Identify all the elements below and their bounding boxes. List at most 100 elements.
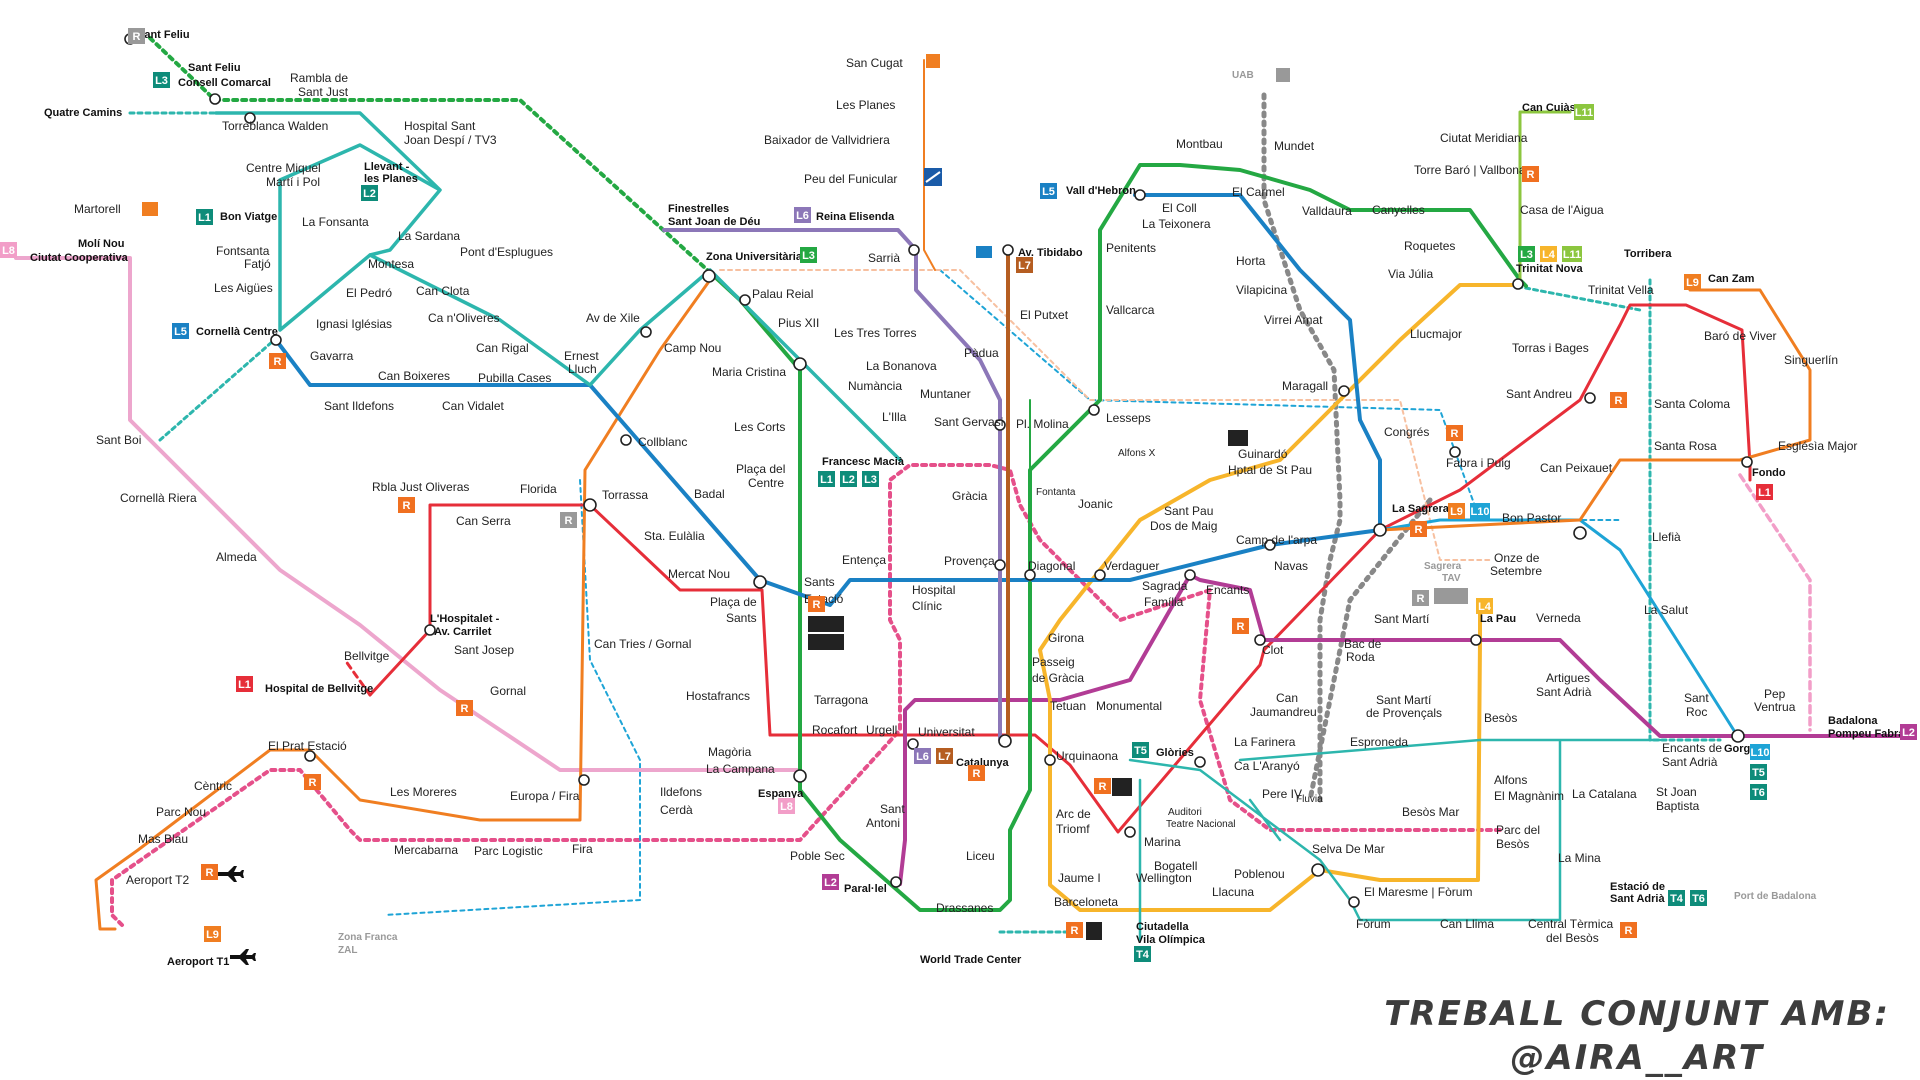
station-label[interactable]: Liceu	[966, 849, 995, 863]
station-label[interactable]: Hospital	[912, 583, 955, 597]
station-label[interactable]: Can	[1276, 691, 1298, 705]
station-label[interactable]: Can Tries / Gornal	[594, 637, 691, 651]
station-label[interactable]: El Prat Estació	[268, 739, 347, 753]
station-label[interactable]: Baptista	[1656, 799, 1700, 813]
station-label[interactable]: Tarragona	[814, 693, 868, 707]
station-label[interactable]: Pont d'Esplugues	[460, 245, 553, 259]
station-label[interactable]: les Planes	[364, 173, 418, 185]
station-label[interactable]: La Campana	[706, 762, 775, 776]
station-label[interactable]: Av. Tibidabo	[1018, 247, 1083, 259]
station-label[interactable]: Fontanta	[1036, 487, 1076, 498]
station-label[interactable]: El Pedró	[346, 286, 392, 300]
station-label[interactable]: Can Serra	[456, 514, 511, 528]
station-label[interactable]: La Farinera	[1234, 735, 1296, 749]
station-label[interactable]: Florida	[520, 482, 557, 496]
station-label[interactable]: Badal	[694, 487, 725, 501]
station-label[interactable]: Collblanc	[638, 435, 687, 449]
station-label[interactable]: Pere IV	[1262, 787, 1302, 801]
station-label[interactable]: Camp Nou	[664, 341, 721, 355]
station-label[interactable]: Sant Andreu	[1506, 387, 1572, 401]
station-label[interactable]: Sant Pau	[1164, 504, 1213, 518]
station-label[interactable]: Av de Xile	[586, 311, 640, 325]
station-label[interactable]: Camp de l'arpa	[1236, 533, 1317, 547]
station-label[interactable]: La Bonanova	[866, 359, 937, 373]
station-label[interactable]: Ernest	[564, 349, 599, 363]
station-label[interactable]: Baró de Viver	[1704, 329, 1777, 343]
station-label[interactable]: World Trade Center	[920, 954, 1022, 966]
station-label[interactable]: UAB	[1232, 70, 1254, 81]
station-label[interactable]: Ca L'Aranyó	[1234, 759, 1300, 773]
station-label[interactable]: Torras i Bages	[1512, 341, 1589, 355]
station-label[interactable]: Martí i Pol	[266, 175, 320, 189]
station-label[interactable]: Port de Badalona	[1734, 891, 1817, 902]
station-label[interactable]: Entença	[842, 553, 886, 567]
station-label[interactable]: Besòs	[1484, 711, 1517, 725]
station-label[interactable]: Vallcarca	[1106, 303, 1155, 317]
station-label[interactable]: Llevant -	[364, 161, 410, 173]
station-label[interactable]: Peu del Funicular	[804, 172, 897, 186]
station-label[interactable]: Les Aigües	[214, 281, 273, 295]
station-label[interactable]: Les Moreres	[390, 785, 457, 799]
station-label[interactable]: Pubilla Cases	[478, 371, 551, 385]
station-label[interactable]: Jaume I	[1058, 871, 1101, 885]
station-label[interactable]: Mas Blau	[138, 832, 188, 846]
station-label[interactable]: Arc de	[1056, 807, 1091, 821]
station-label[interactable]: Sant Boi	[96, 433, 141, 447]
station-label[interactable]: Setembre	[1490, 564, 1542, 578]
station-label[interactable]: Can Zam	[1708, 273, 1755, 285]
station-label[interactable]: Via Júlia	[1388, 267, 1433, 281]
station-label[interactable]: La Salut	[1644, 603, 1689, 617]
station-label[interactable]: Esproneda	[1350, 735, 1408, 749]
station-label[interactable]: Les Planes	[836, 98, 895, 112]
station-label[interactable]: Fira	[572, 842, 593, 856]
station-label[interactable]: Bellvitge	[344, 649, 390, 663]
station-label[interactable]: Jaumandreu	[1250, 705, 1317, 719]
station-label[interactable]: Gorg	[1724, 743, 1750, 755]
station-label[interactable]: Navas	[1274, 559, 1308, 573]
station-label[interactable]: Maragall	[1282, 379, 1328, 393]
station-label[interactable]: Alfons X	[1118, 448, 1156, 459]
station-label[interactable]: Hptal de St Pau	[1228, 463, 1312, 477]
station-label[interactable]: Sants	[804, 575, 835, 589]
station-label[interactable]: Parc Logistic	[474, 844, 543, 858]
station-label[interactable]: Pep	[1764, 687, 1786, 701]
station-label[interactable]: Onze de	[1494, 551, 1540, 565]
station-label[interactable]: Guinardó	[1238, 447, 1288, 461]
station-label[interactable]: Lluch	[568, 362, 597, 376]
station-label[interactable]: Vila Olímpica	[1136, 934, 1206, 946]
station-label[interactable]: Artigues	[1546, 671, 1590, 685]
station-label[interactable]: Família	[1144, 595, 1184, 609]
station-label[interactable]: Mercat Nou	[668, 567, 730, 581]
station-label[interactable]: Pl. Molina	[1016, 417, 1069, 431]
station-label[interactable]: Finestrelles	[668, 203, 729, 215]
station-label[interactable]: Santa Coloma	[1654, 397, 1730, 411]
station-label[interactable]: Penitents	[1106, 241, 1156, 255]
station-label[interactable]: Parc Nou	[156, 805, 206, 819]
station-label[interactable]: Cornellà Centre	[196, 326, 278, 338]
station-label[interactable]: Sant Adrià	[1536, 685, 1592, 699]
station-label[interactable]: Palau Reial	[752, 287, 813, 301]
station-label[interactable]: Llucmajor	[1410, 327, 1462, 341]
station-label[interactable]: Auditori	[1168, 807, 1202, 818]
station-label[interactable]: Sant Ildefons	[324, 399, 394, 413]
station-label[interactable]: Provença	[944, 554, 995, 568]
station-label[interactable]: El Carmel	[1232, 185, 1285, 199]
station-label[interactable]: TAV	[1442, 573, 1461, 584]
station-label[interactable]: Torre Baró | Vallbona	[1414, 163, 1526, 177]
station-label[interactable]: Europa / Fira	[510, 789, 580, 803]
station-label[interactable]: Can Rigal	[476, 341, 529, 355]
station-label[interactable]: Ciutadella	[1136, 921, 1189, 933]
station-label[interactable]: Fontsanta	[216, 244, 270, 258]
station-label[interactable]: Roda	[1346, 650, 1375, 664]
station-label[interactable]: Sant Adrià	[1610, 893, 1665, 905]
station-label[interactable]: Bogatell	[1154, 859, 1197, 873]
station-label[interactable]: Hospital de Bellvitge	[265, 683, 373, 695]
station-label[interactable]: Valldaura	[1302, 204, 1352, 218]
station-label[interactable]: Plaça del	[736, 462, 785, 476]
station-label[interactable]: Horta	[1236, 254, 1266, 268]
station-label[interactable]: Clot	[1262, 643, 1284, 657]
station-label[interactable]: Consell Comarcal	[178, 77, 271, 89]
station-label[interactable]: Magòria	[708, 745, 752, 759]
station-label[interactable]: Vall d'Hebron	[1066, 185, 1136, 197]
station-label[interactable]: Trinitat Nova	[1516, 263, 1584, 275]
